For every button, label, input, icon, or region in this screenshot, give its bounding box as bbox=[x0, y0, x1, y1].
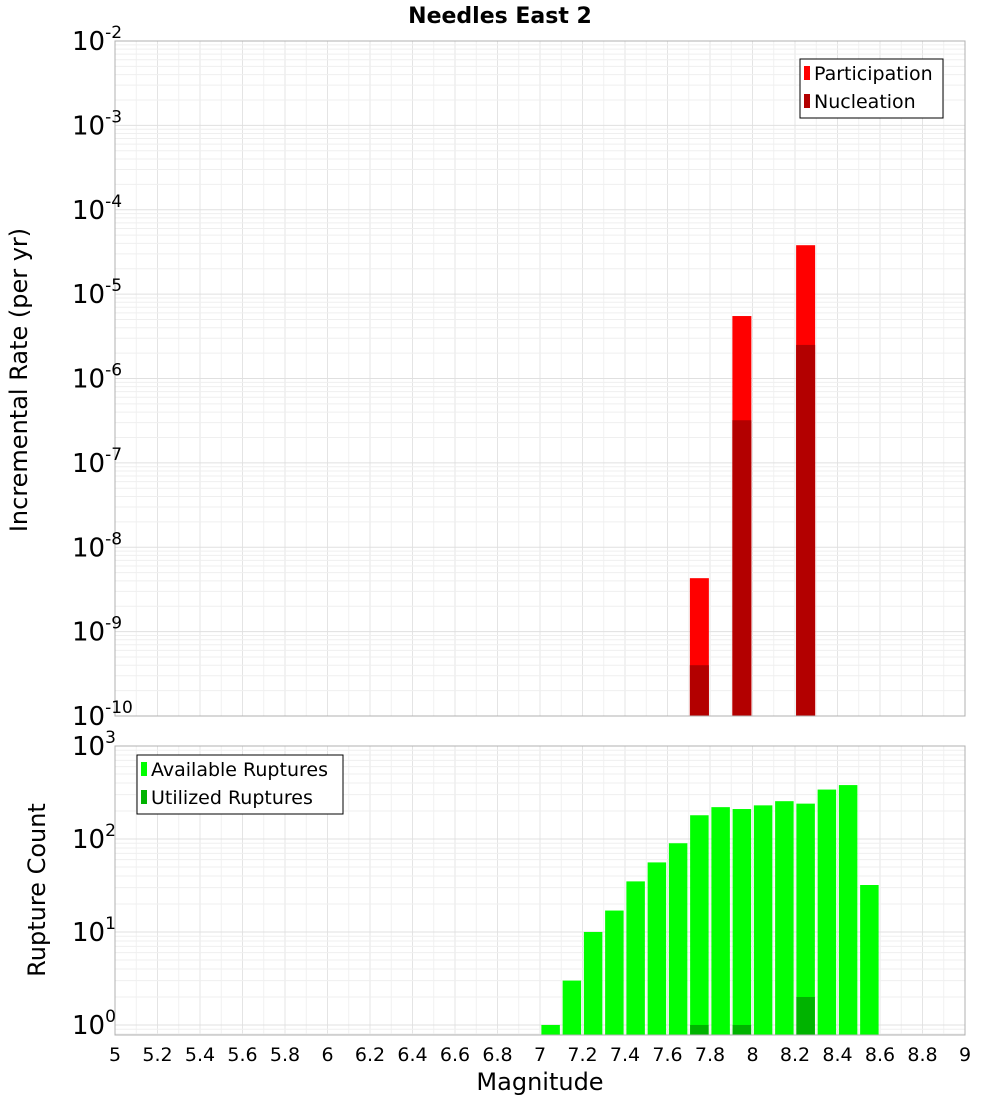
bar bbox=[668, 843, 688, 1035]
x-tick-labels: 5 5.2 5.4 5.6 5.8 6 6.2 6.4 6.6 6.8 7 7.2 7.4 7.6 7.8 8… bbox=[109, 1044, 971, 1066]
y-tick-label: 10-10 bbox=[72, 698, 133, 732]
y-tick-label: 10-9 bbox=[72, 614, 122, 648]
legend-entry: Participation bbox=[814, 63, 933, 85]
legend-entry: Nucleation bbox=[814, 91, 916, 113]
y-tick-label: 103 bbox=[72, 728, 116, 762]
bar bbox=[689, 665, 709, 716]
x-tick-label: 5.6 bbox=[227, 1044, 257, 1066]
top-plot-frame bbox=[114, 40, 966, 717]
bar bbox=[732, 809, 752, 1035]
bar bbox=[732, 420, 752, 716]
x-tick-label: 6 bbox=[321, 1044, 333, 1066]
x-tick-label: 6.2 bbox=[355, 1044, 385, 1066]
bar bbox=[562, 980, 582, 1035]
bottom-plot-frame bbox=[114, 745, 966, 1036]
y-tick-label: 10-4 bbox=[72, 192, 122, 226]
bar bbox=[605, 910, 624, 1035]
bar bbox=[796, 803, 815, 1035]
bottom-y-axis-label: Rupture Count bbox=[23, 803, 51, 977]
y-tick-label: 10-7 bbox=[72, 445, 122, 479]
y-tick-label: 101 bbox=[72, 914, 116, 948]
legend-box bbox=[799, 58, 944, 119]
x-tick-label: 7 bbox=[534, 1044, 546, 1066]
bar bbox=[647, 862, 667, 1035]
top-legend: Participation Nucleation bbox=[799, 58, 944, 119]
legend-entry: Utilized Ruptures bbox=[151, 787, 313, 809]
x-tick-label: 5.8 bbox=[270, 1044, 300, 1066]
legend-box bbox=[136, 754, 344, 815]
x-tick-label: 5.4 bbox=[185, 1044, 215, 1066]
x-tick-label: 7.4 bbox=[610, 1044, 640, 1066]
top-series-nucleation bbox=[689, 344, 816, 716]
legend-swatch bbox=[141, 762, 147, 776]
chart-title: Needles East 2 bbox=[408, 4, 592, 29]
x-tick-label: 8.4 bbox=[822, 1044, 852, 1066]
y-tick-label: 10-5 bbox=[72, 276, 122, 310]
bar bbox=[711, 807, 730, 1035]
x-tick-label: 6.8 bbox=[482, 1044, 512, 1066]
bar bbox=[775, 801, 794, 1035]
bar bbox=[860, 885, 879, 1035]
bar bbox=[796, 344, 816, 716]
x-tick-label: 6.6 bbox=[440, 1044, 470, 1066]
bottom-series-utilized-ruptures bbox=[690, 996, 815, 1035]
x-tick-label: 5.2 bbox=[142, 1044, 172, 1066]
bar bbox=[583, 931, 603, 1035]
top-y-axis-label: Incremental Rate (per yr) bbox=[5, 228, 33, 532]
bar bbox=[732, 1024, 752, 1035]
x-tick-label: 7.8 bbox=[695, 1044, 725, 1066]
y-tick-label: 10-6 bbox=[72, 361, 122, 395]
legend-swatch bbox=[804, 94, 810, 108]
x-tick-label: 9 bbox=[959, 1044, 971, 1066]
bar bbox=[838, 785, 858, 1035]
bar bbox=[690, 1024, 709, 1035]
bottom-legend: Available Ruptures Utilized Ruptures bbox=[136, 754, 344, 815]
y-tick-label: 10-3 bbox=[72, 107, 122, 141]
x-tick-label: 8.6 bbox=[865, 1044, 895, 1066]
bottom-y-tick-labels: 100 101 102 103 bbox=[72, 728, 116, 1041]
top-y-tick-labels: 10-10 10-9 10-8 10-7 10-6 10-5 10-4 10-3 10-2 bbox=[72, 23, 133, 732]
x-tick-label: 7.2 bbox=[567, 1044, 597, 1066]
y-tick-label: 10-2 bbox=[72, 23, 122, 57]
legend-swatch bbox=[804, 66, 810, 80]
bar bbox=[817, 789, 837, 1035]
legend-entry: Available Ruptures bbox=[151, 759, 328, 781]
x-axis-label: Magnitude bbox=[476, 1068, 603, 1096]
bar bbox=[541, 1024, 560, 1035]
x-tick-label: 6.4 bbox=[397, 1044, 427, 1066]
bar bbox=[796, 996, 815, 1035]
y-tick-label: 102 bbox=[72, 821, 116, 855]
y-tick-label: 10-8 bbox=[72, 529, 122, 563]
bottom-series-available-ruptures bbox=[541, 785, 879, 1035]
bar bbox=[690, 815, 709, 1035]
legend-swatch bbox=[141, 790, 147, 804]
top-grid bbox=[114, 41, 966, 717]
bar bbox=[753, 805, 773, 1035]
x-tick-label: 7.6 bbox=[652, 1044, 682, 1066]
x-tick-label: 8.2 bbox=[780, 1044, 810, 1066]
bar bbox=[626, 881, 645, 1035]
y-tick-label: 100 bbox=[72, 1007, 116, 1041]
x-tick-label: 8 bbox=[746, 1044, 758, 1066]
x-tick-label: 8.8 bbox=[907, 1044, 937, 1066]
x-tick-label: 5 bbox=[109, 1044, 121, 1066]
